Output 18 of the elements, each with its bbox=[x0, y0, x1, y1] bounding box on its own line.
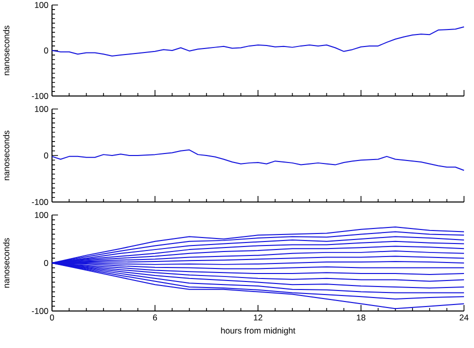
y-tick-label: 100 bbox=[34, 2, 48, 8]
x-tick-label: 12 bbox=[254, 314, 262, 320]
y-axis-title: nanoseconds bbox=[3, 26, 10, 76]
y-tick-label: -100 bbox=[32, 93, 48, 99]
y-tick-label: 100 bbox=[34, 106, 48, 112]
x-tick-label: 24 bbox=[460, 314, 468, 320]
x-tick-label: 6 bbox=[153, 314, 157, 321]
y-axis-title: nanoseconds bbox=[3, 238, 10, 288]
x-tick-label: 0 bbox=[50, 314, 54, 321]
y-tick-label: 0 bbox=[44, 48, 48, 54]
y-tick-label: -100 bbox=[32, 308, 48, 314]
y-axis-title: nanoseconds bbox=[3, 130, 10, 180]
y-tick-label: -100 bbox=[32, 199, 48, 205]
y-tick-label: 0 bbox=[44, 260, 48, 266]
y-tick-label: 100 bbox=[34, 212, 48, 218]
y-tick-label: 0 bbox=[44, 152, 48, 158]
x-axis-title: hours from midnight bbox=[221, 327, 296, 336]
x-tick-label: 18 bbox=[356, 314, 366, 321]
